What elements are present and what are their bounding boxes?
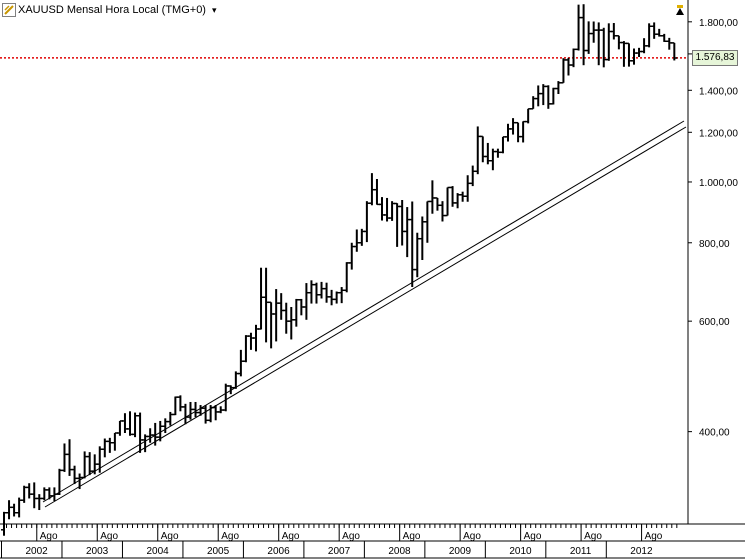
alert-icon[interactable]: [676, 5, 684, 15]
x-year-label: 2003: [86, 546, 109, 557]
trendline-lower[interactable]: [44, 126, 687, 508]
x-month-label: Ago: [161, 531, 179, 542]
x-month-label: Ago: [645, 531, 663, 542]
x-year-label: 2004: [146, 546, 169, 557]
y-tick-label: 600,00: [699, 317, 730, 328]
ohlc-bar: [671, 42, 678, 61]
y-tick-label: 1.000,00: [699, 178, 738, 189]
x-month-label: Ago: [463, 531, 481, 542]
chart-header: XAUUSD Mensal Hora Local (TMG+0) ▾: [0, 0, 217, 20]
x-year-label: 2002: [26, 546, 49, 557]
x-month-label: Ago: [524, 531, 542, 542]
price-axis[interactable]: 1.800,001.600,001.400,001.200,001.000,00…: [687, 0, 738, 524]
x-year-label: 2010: [509, 546, 532, 557]
x-year-label: 2007: [328, 546, 351, 557]
x-year-label: 2005: [207, 546, 230, 557]
time-axis[interactable]: Ago Ago Ago Ago Ago Ago Ago Ago Ago Ago Ago 2002 200…: [0, 523, 745, 559]
x-year-label: 2012: [630, 546, 653, 557]
y-tick-label: 1.400,00: [699, 86, 738, 97]
x-year-label: 2008: [388, 546, 411, 557]
chart-title: XAUUSD Mensal Hora Local (TMG+0): [18, 4, 206, 16]
x-month-label: Ago: [584, 531, 602, 542]
ohlc-bars: [1, 4, 678, 536]
x-month-label: Ago: [342, 531, 360, 542]
chart-symbol-icon[interactable]: [2, 3, 16, 17]
y-tick-label: 1.200,00: [699, 128, 738, 139]
y-tick-label: 1.800,00: [699, 18, 738, 29]
plot-area[interactable]: [0, 0, 688, 524]
x-year-label: 2009: [449, 546, 472, 557]
x-year-label: 2006: [267, 546, 290, 557]
current-price-label: 1.576,83: [692, 50, 738, 66]
chevron-down-icon[interactable]: ▾: [211, 4, 217, 15]
x-month-label: Ago: [40, 531, 58, 542]
x-month-label: Ago: [403, 531, 421, 542]
x-year-label: 2011: [570, 546, 592, 557]
y-tick-label: 400,00: [699, 428, 730, 439]
y-tick-label: 800,00: [699, 239, 730, 250]
x-month-label: Ago: [282, 531, 300, 542]
x-month-label: Ago: [100, 531, 118, 542]
x-month-label: Ago: [221, 531, 239, 542]
